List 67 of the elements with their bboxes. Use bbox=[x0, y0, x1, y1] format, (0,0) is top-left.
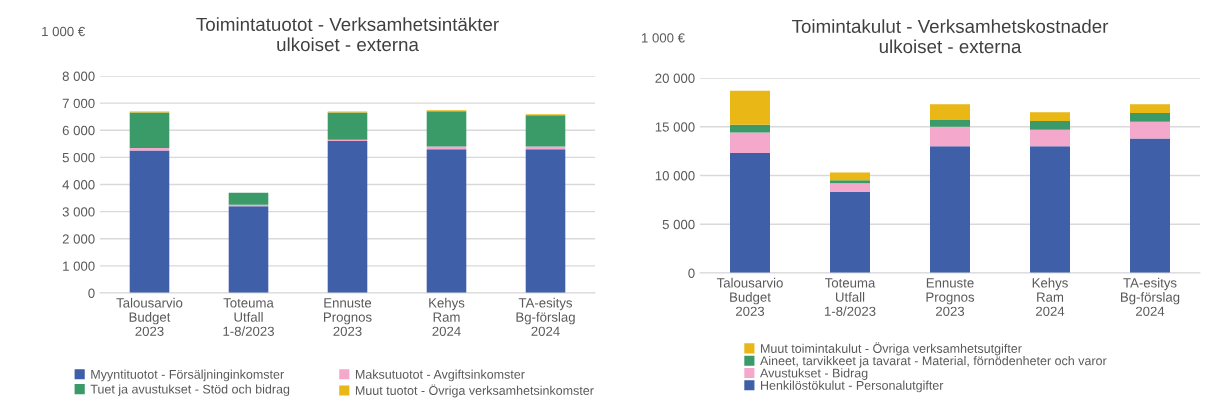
bar bbox=[1030, 129, 1070, 147]
y-tick-label: 10 000 bbox=[655, 171, 695, 181]
bar bbox=[1030, 120, 1070, 130]
bar bbox=[525, 149, 566, 293]
x-tick-label: TA-esitys Bg-förslag 2024 bbox=[1121, 277, 1180, 316]
x-tick-label: Kehys Ram 2024 bbox=[429, 297, 465, 336]
bar bbox=[930, 104, 970, 120]
legend-label: Muut tuotot - Övriga verksamhetsinkomster bbox=[355, 384, 594, 398]
y-tick-label: 6 000 bbox=[62, 125, 95, 136]
bar bbox=[1130, 121, 1170, 139]
x-tick-label: Kehys Ram 2024 bbox=[1032, 277, 1068, 316]
bar bbox=[129, 147, 170, 151]
bar bbox=[830, 180, 870, 184]
bar bbox=[129, 112, 170, 148]
x-tick-label: Toteuma Utfall 1-8/2023 bbox=[824, 278, 876, 316]
bar bbox=[1130, 104, 1170, 114]
bar bbox=[327, 112, 368, 140]
y-tick-label: 2 000 bbox=[62, 234, 95, 244]
legend-label: Aineet, tarvikkeet ja tavarat - Material, förnödenheter och varor bbox=[760, 356, 1107, 368]
bar bbox=[525, 115, 566, 147]
y-tick-label: 8 000 bbox=[62, 71, 95, 81]
bar bbox=[830, 172, 870, 181]
y-tick-label: 0 bbox=[88, 288, 95, 298]
bar bbox=[1030, 112, 1070, 121]
x-tick-label: Toteuma Utfall 1-8/2023 bbox=[223, 298, 274, 336]
legend-label: Myyntituotot - Försäljninginkomster bbox=[91, 369, 284, 382]
legend-label: Tuet ja avustukset - Stöd och bidrag bbox=[90, 384, 290, 397]
y-tick-label: 1 000 bbox=[63, 261, 95, 271]
legend-label: Avustukset - Bidrag bbox=[760, 368, 868, 380]
chart-title: Toimintakulut - Verksamhetskostnader ulkoiset - externa bbox=[792, 19, 1109, 54]
legend-label: Maksutuotot - Avgiftsinkomster bbox=[355, 369, 525, 382]
bar bbox=[228, 206, 269, 293]
bar bbox=[730, 124, 770, 133]
x-tick-label: Ennuste Prognos 2023 bbox=[926, 278, 975, 316]
legend-label: Henkilöstökulut - Personalutgifter bbox=[761, 380, 944, 393]
bar bbox=[1030, 146, 1070, 273]
legend-label: Muut toimintakulut - Övriga verksamhetsutgifter bbox=[761, 342, 1022, 356]
y-tick-label: 20 000 bbox=[655, 73, 695, 83]
x-tick-label: Talousarvio Budget 2023 bbox=[116, 297, 183, 336]
bar bbox=[830, 192, 870, 273]
bar bbox=[830, 183, 870, 193]
y-tick-label: 15 000 bbox=[655, 122, 695, 132]
bar bbox=[730, 132, 770, 154]
y-tick-label: 5 000 bbox=[62, 152, 95, 163]
y-axis-title: 1 000 € bbox=[641, 33, 685, 43]
x-tick-label: Talousarvio Budget 2023 bbox=[716, 277, 783, 316]
bar bbox=[1130, 138, 1170, 273]
bar bbox=[426, 149, 467, 293]
y-tick-label: 7 000 bbox=[62, 98, 95, 109]
y-axis-title: 1 000 € bbox=[42, 26, 85, 37]
y-tick-label: 4 000 bbox=[62, 180, 95, 190]
bar bbox=[327, 141, 368, 293]
bar bbox=[730, 90, 770, 125]
bar bbox=[129, 150, 170, 293]
bar bbox=[930, 146, 970, 273]
chart-title: Toimintatuotot - Verksamhetsintäkter ulkoiset - externa bbox=[196, 17, 499, 52]
bar bbox=[1130, 113, 1170, 122]
bar bbox=[930, 119, 970, 127]
bar bbox=[426, 111, 467, 147]
y-tick-label: 5 000 bbox=[662, 219, 695, 230]
y-tick-label: 0 bbox=[688, 268, 695, 278]
bar bbox=[730, 153, 770, 273]
x-tick-label: Ennuste Prognos 2023 bbox=[324, 298, 372, 336]
bar bbox=[930, 126, 970, 147]
y-tick-label: 3 000 bbox=[62, 207, 95, 217]
bar bbox=[228, 192, 269, 205]
x-tick-label: TA-esitys Bg-förslag 2024 bbox=[516, 297, 575, 336]
